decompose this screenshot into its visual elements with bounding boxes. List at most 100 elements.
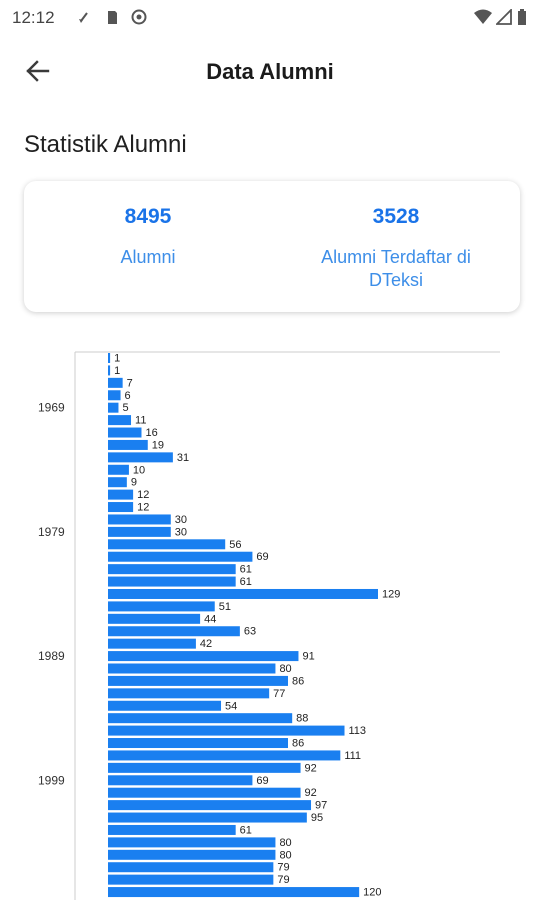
chart-bar xyxy=(108,613,201,624)
bar-value-label: 113 xyxy=(349,725,367,737)
bar-value-label: 69 xyxy=(256,551,268,563)
alumni-per-year-chart: 1 1 7 6 5 11 16 19 31 10 9 12 12 30 30 56 69 61 61 129 51 44 6… xyxy=(0,340,540,900)
wifi-icon xyxy=(474,9,492,24)
chart-bar xyxy=(108,353,111,363)
chart-bar xyxy=(108,849,276,860)
bar-value-label: 11 xyxy=(135,415,146,427)
bar-value-label: 30 xyxy=(175,514,187,526)
chart-bar xyxy=(108,551,253,562)
chart-bar xyxy=(108,588,378,599)
year-tick-label: 1999 xyxy=(38,773,65,787)
bar-value-label: 7 xyxy=(127,377,133,389)
status-bar: 12:12 xyxy=(0,0,540,36)
chart-bar xyxy=(108,439,148,450)
bar-value-label: 91 xyxy=(302,651,314,663)
bar-value-label: 54 xyxy=(225,700,237,712)
bar-value-label: 5 xyxy=(122,402,128,414)
bar-value-label: 80 xyxy=(279,849,291,861)
status-time: 12:12 xyxy=(12,8,55,27)
chart-bar xyxy=(108,502,134,513)
chart-bar xyxy=(108,477,127,488)
bar-value-label: 111 xyxy=(344,750,361,762)
chart-bar xyxy=(108,762,301,773)
section-title: Statistik Alumni xyxy=(24,131,187,158)
back-button[interactable] xyxy=(18,54,58,90)
bar-value-label: 1 xyxy=(114,365,120,377)
bar-value-label: 88 xyxy=(296,713,308,725)
bar-value-label: 80 xyxy=(279,837,291,849)
stat-registered-alumni: 3528 Alumni Terdaftar di DTeksi xyxy=(272,181,520,312)
chart-bar xyxy=(108,725,345,736)
chart-bar xyxy=(108,365,111,376)
bar-value-label: 61 xyxy=(240,564,252,576)
chart-bar xyxy=(108,539,226,550)
bar-value-label: 61 xyxy=(240,576,252,588)
chart-bar xyxy=(108,787,301,798)
page-title: Data Alumni xyxy=(206,59,334,84)
chart-bar xyxy=(108,564,236,575)
chart-bar xyxy=(108,526,171,537)
year-tick-label: 1979 xyxy=(38,525,65,539)
chart-bar xyxy=(108,638,196,649)
battery-icon xyxy=(518,9,526,25)
stat-total-label: Alumni xyxy=(120,247,176,267)
stat-total-alumni: 8495 Alumni xyxy=(24,181,272,312)
chart-svg: 1176511161931109121230305669616112951446… xyxy=(38,351,500,900)
bar-value-label: 77 xyxy=(273,688,285,700)
bar-value-label: 80 xyxy=(279,663,291,675)
bar-value-label: 61 xyxy=(240,824,252,836)
chart-bar xyxy=(108,750,341,761)
bar-value-label: 86 xyxy=(292,675,304,687)
chart-bar xyxy=(108,675,288,686)
chart-bar xyxy=(108,837,276,848)
chart-bar xyxy=(108,651,299,662)
chart-bar xyxy=(108,824,236,835)
bar-value-label: 86 xyxy=(292,738,304,750)
chart-bar xyxy=(108,887,360,898)
chart-bar xyxy=(108,874,274,885)
stat-total-value: 8495 xyxy=(124,205,172,228)
chart-bar xyxy=(108,377,123,388)
bar-value-label: 79 xyxy=(277,874,289,886)
bar-value-label: 9 xyxy=(131,477,137,489)
bar-value-label: 97 xyxy=(315,800,327,812)
bar-value-label: 12 xyxy=(137,502,149,514)
arrow-left-icon xyxy=(26,60,50,82)
bar-value-label: 95 xyxy=(311,812,323,824)
chart-bar xyxy=(108,775,253,786)
bar-value-label: 19 xyxy=(152,439,164,451)
year-tick-label: 1969 xyxy=(38,401,65,415)
chart-bar xyxy=(108,663,276,674)
chart-bar xyxy=(108,576,236,587)
sd-card-icon xyxy=(108,11,117,24)
signal-icon xyxy=(496,9,512,25)
bar-value-label: 79 xyxy=(277,862,289,874)
bar-value-label: 1 xyxy=(114,353,120,365)
bar-value-label: 56 xyxy=(229,539,241,551)
bar-value-label: 30 xyxy=(175,526,187,538)
bar-value-label: 44 xyxy=(204,613,216,625)
stat-registered-value: 3528 xyxy=(372,205,420,228)
year-tick-label: 1989 xyxy=(38,649,65,663)
vpn-icon xyxy=(131,9,147,25)
bar-value-label: 12 xyxy=(137,489,149,501)
bar-value-label: 63 xyxy=(244,626,256,638)
app-bar: Data Alumni xyxy=(0,36,540,106)
chart-bar xyxy=(108,700,222,711)
bar-value-label: 120 xyxy=(363,887,381,899)
chart-bar xyxy=(108,862,274,873)
data-transfer-icon xyxy=(79,12,88,23)
bar-value-label: 51 xyxy=(219,601,231,613)
bar-value-label: 42 xyxy=(200,638,212,650)
chart-bar xyxy=(108,427,142,438)
stats-card: 8495 Alumni 3528 Alumni Terdaftar di DTe… xyxy=(24,181,520,312)
chart-bar xyxy=(108,713,293,724)
chart-bar xyxy=(108,688,270,699)
stat-registered-label: Alumni Terdaftar di DTeksi xyxy=(272,246,520,292)
stat-registered-label-line2: DTeksi xyxy=(368,270,423,290)
bar-value-label: 92 xyxy=(305,787,317,799)
bar-value-label: 69 xyxy=(256,775,268,787)
chart-bar xyxy=(108,626,240,637)
chart-bar xyxy=(108,402,119,413)
bar-value-label: 129 xyxy=(382,588,400,600)
